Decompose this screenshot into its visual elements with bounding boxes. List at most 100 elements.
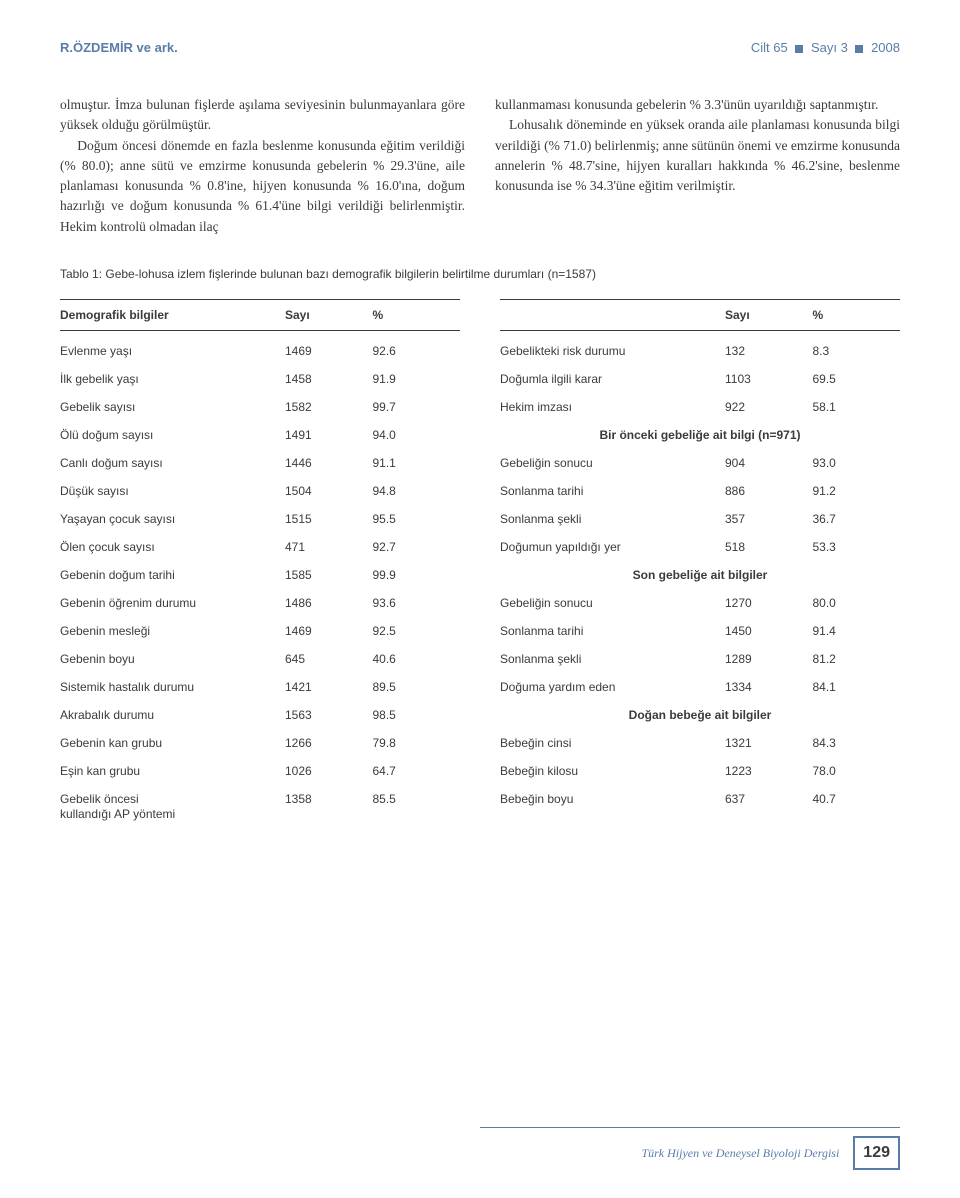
cell-label: Sonlanma şekli bbox=[500, 512, 725, 526]
cell-label: Bebeğin boyu bbox=[500, 792, 725, 806]
cell-label: Doğumla ilgili karar bbox=[500, 372, 725, 386]
th-empty bbox=[500, 308, 725, 322]
sayi-label: Sayı 3 bbox=[811, 40, 848, 55]
cell-count: 518 bbox=[725, 540, 813, 554]
cell-pct: 81.2 bbox=[813, 652, 901, 666]
cell-count: 637 bbox=[725, 792, 813, 806]
cell-label: İlk gebelik yaşı bbox=[60, 372, 285, 386]
cell-label: Sistemik hastalık durumu bbox=[60, 680, 285, 694]
footer-rule bbox=[480, 1127, 900, 1128]
cell-count: 1585 bbox=[285, 568, 373, 582]
cell-label: Eşin kan grubu bbox=[60, 764, 285, 778]
paragraph-right: kullanmaması konusunda gebelerin % 3.3'ü… bbox=[495, 95, 900, 237]
cell-count: 1563 bbox=[285, 708, 373, 722]
table-row: Ölü doğum sayısı149194.0 bbox=[60, 421, 460, 449]
table-right-body: Gebelikteki risk durumu1328.3Doğumla ilg… bbox=[500, 337, 900, 813]
paragraph-left: olmuştur. İmza bulunan fişlerde aşılama … bbox=[60, 95, 465, 237]
cell-label: Doğuma yardım eden bbox=[500, 680, 725, 694]
table-row: Doğumla ilgili karar110369.5 bbox=[500, 365, 900, 393]
table-row: Gebelik sayısı158299.7 bbox=[60, 393, 460, 421]
table-row: Yaşayan çocuk sayısı151595.5 bbox=[60, 505, 460, 533]
table-row: İlk gebelik yaşı145891.9 bbox=[60, 365, 460, 393]
cell-pct: 85.5 bbox=[373, 792, 461, 823]
cell-label: Gebeliğin sonucu bbox=[500, 456, 725, 470]
cell-count: 1515 bbox=[285, 512, 373, 526]
cell-count: 1334 bbox=[725, 680, 813, 694]
table-row: Gebenin öğrenim durumu148693.6 bbox=[60, 589, 460, 617]
table-row: Düşük sayısı150494.8 bbox=[60, 477, 460, 505]
header-issue: Cilt 65 Sayı 3 2008 bbox=[751, 40, 900, 55]
cell-count: 1223 bbox=[725, 764, 813, 778]
cell-label: Ölen çocuk sayısı bbox=[60, 540, 285, 554]
cell-pct: 36.7 bbox=[813, 512, 901, 526]
cell-pct: 91.9 bbox=[373, 372, 461, 386]
cell-count: 1026 bbox=[285, 764, 373, 778]
table-row: Sonlanma tarihi88691.2 bbox=[500, 477, 900, 505]
table-left-column: Demografik bilgiler Sayı % Evlenme yaşı1… bbox=[60, 299, 460, 830]
cell-count: 1421 bbox=[285, 680, 373, 694]
cell-pct: 94.8 bbox=[373, 484, 461, 498]
cell-count: 357 bbox=[725, 512, 813, 526]
cell-pct: 92.6 bbox=[373, 344, 461, 358]
table-header: Sayı % bbox=[500, 299, 900, 331]
page-footer: Türk Hijyen ve Deneysel Biyoloji Dergisi… bbox=[641, 1136, 900, 1170]
cell-pct: 64.7 bbox=[373, 764, 461, 778]
table-header: Demografik bilgiler Sayı % bbox=[60, 299, 460, 331]
cell-pct: 98.5 bbox=[373, 708, 461, 722]
cell-count: 1270 bbox=[725, 596, 813, 610]
cell-count: 922 bbox=[725, 400, 813, 414]
cell-count: 1103 bbox=[725, 372, 813, 386]
cell-label: Sonlanma tarihi bbox=[500, 484, 725, 498]
table-row: Hekim imzası92258.1 bbox=[500, 393, 900, 421]
cell-count: 132 bbox=[725, 344, 813, 358]
cell-label: Doğumun yapıldığı yer bbox=[500, 540, 725, 554]
cell-label: Ölü doğum sayısı bbox=[60, 428, 285, 442]
table-row: Sonlanma tarihi145091.4 bbox=[500, 617, 900, 645]
square-icon bbox=[795, 45, 803, 53]
cell-count: 1289 bbox=[725, 652, 813, 666]
cell-count: 1486 bbox=[285, 596, 373, 610]
cell-pct: 84.1 bbox=[813, 680, 901, 694]
page-header: R.ÖZDEMİR ve ark. Cilt 65 Sayı 3 2008 bbox=[60, 40, 900, 55]
year-label: 2008 bbox=[871, 40, 900, 55]
th-count: Sayı bbox=[285, 308, 373, 322]
cell-label: Gebenin kan grubu bbox=[60, 736, 285, 750]
cell-label: Canlı doğum sayısı bbox=[60, 456, 285, 470]
cell-label: Gebenin öğrenim durumu bbox=[60, 596, 285, 610]
th-count: Sayı bbox=[725, 308, 813, 322]
table-row: Gebelik öncesi kullandığı AP yöntemi1358… bbox=[60, 785, 460, 830]
cell-count: 1266 bbox=[285, 736, 373, 750]
cell-pct: 99.9 bbox=[373, 568, 461, 582]
cell-label: Bebeğin kilosu bbox=[500, 764, 725, 778]
table-right-column: Sayı % Gebelikteki risk durumu1328.3Doğu… bbox=[500, 299, 900, 830]
cell-count: 904 bbox=[725, 456, 813, 470]
table-row: Gebenin kan grubu126679.8 bbox=[60, 729, 460, 757]
cell-count: 1504 bbox=[285, 484, 373, 498]
table-row: Canlı doğum sayısı144691.1 bbox=[60, 449, 460, 477]
table-row: Ölen çocuk sayısı47192.7 bbox=[60, 533, 460, 561]
cell-pct: 69.5 bbox=[813, 372, 901, 386]
cell-pct: 92.5 bbox=[373, 624, 461, 638]
cell-label: Bebeğin cinsi bbox=[500, 736, 725, 750]
cell-label: Hekim imzası bbox=[500, 400, 725, 414]
cell-count: 1491 bbox=[285, 428, 373, 442]
table-row: Gebelikteki risk durumu1328.3 bbox=[500, 337, 900, 365]
th-pct: % bbox=[373, 308, 461, 322]
cell-label: Gebelik öncesi kullandığı AP yöntemi bbox=[60, 792, 285, 823]
table-row: Gebenin boyu64540.6 bbox=[60, 645, 460, 673]
cell-label: Gebelik sayısı bbox=[60, 400, 285, 414]
cell-pct: 53.3 bbox=[813, 540, 901, 554]
cell-label: Akrabalık durumu bbox=[60, 708, 285, 722]
cell-pct: 58.1 bbox=[813, 400, 901, 414]
cell-label: Gebenin doğum tarihi bbox=[60, 568, 285, 582]
cell-pct: 8.3 bbox=[813, 344, 901, 358]
cell-count: 1450 bbox=[725, 624, 813, 638]
table-row: Gebeliğin sonucu90493.0 bbox=[500, 449, 900, 477]
table-row: Akrabalık durumu156398.5 bbox=[60, 701, 460, 729]
cell-count: 471 bbox=[285, 540, 373, 554]
table-row: Eşin kan grubu102664.7 bbox=[60, 757, 460, 785]
cell-label: Gebeliğin sonucu bbox=[500, 596, 725, 610]
cell-pct: 93.6 bbox=[373, 596, 461, 610]
table-caption: Tablo 1: Gebe-lohusa izlem fişlerinde bu… bbox=[60, 267, 900, 281]
cell-count: 1358 bbox=[285, 792, 373, 823]
